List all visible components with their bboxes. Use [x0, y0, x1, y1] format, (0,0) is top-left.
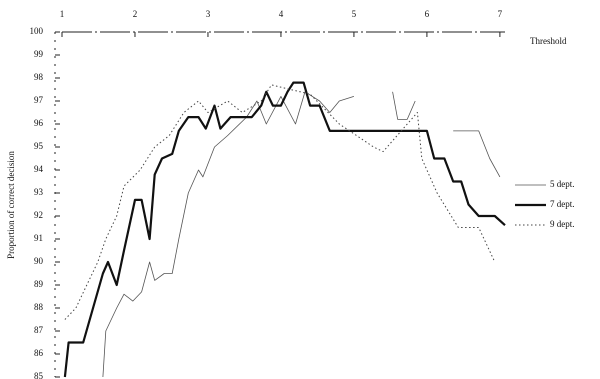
y-tick-label: 97	[34, 95, 44, 105]
y-tick-label: 95	[34, 141, 44, 151]
series-line	[64, 84, 496, 320]
legend-label: 9 dept.	[550, 219, 575, 229]
y-tick-label: 91	[34, 233, 43, 243]
y-tick-label: 90	[34, 256, 44, 266]
x-tick-label: 5	[352, 9, 357, 19]
y-tick-label: 86	[34, 348, 44, 358]
y-tick-label: 87	[34, 325, 44, 335]
y-tick-label: 99	[34, 49, 44, 59]
y-tick-label: 93	[34, 187, 44, 197]
series-line	[63, 81, 506, 378]
x-axis-label: Threshold	[530, 36, 567, 46]
y-tick-label: 100	[30, 26, 44, 36]
y-tick-label: 89	[34, 279, 44, 289]
y-tick-label: 92	[34, 210, 43, 220]
y-tick-label: 96	[34, 118, 44, 128]
y-tick-label: 98	[34, 72, 44, 82]
x-tick-label: 7	[498, 9, 503, 19]
x-tick-label: 1	[60, 9, 65, 19]
x-tick-label: 4	[279, 9, 284, 19]
legend-label: 7 dept.	[550, 199, 575, 209]
y-tick-label: 85	[34, 371, 44, 379]
x-tick-label: 6	[425, 9, 430, 19]
x-tick-label: 3	[206, 9, 211, 19]
y-tick-label: 94	[34, 164, 44, 174]
x-tick-label: 2	[133, 9, 138, 19]
y-axis-label: Proportion of correct decision	[6, 151, 16, 259]
legend-label: 5 dept.	[550, 179, 575, 189]
series-line	[102, 91, 501, 378]
y-tick-label: 88	[34, 302, 44, 312]
